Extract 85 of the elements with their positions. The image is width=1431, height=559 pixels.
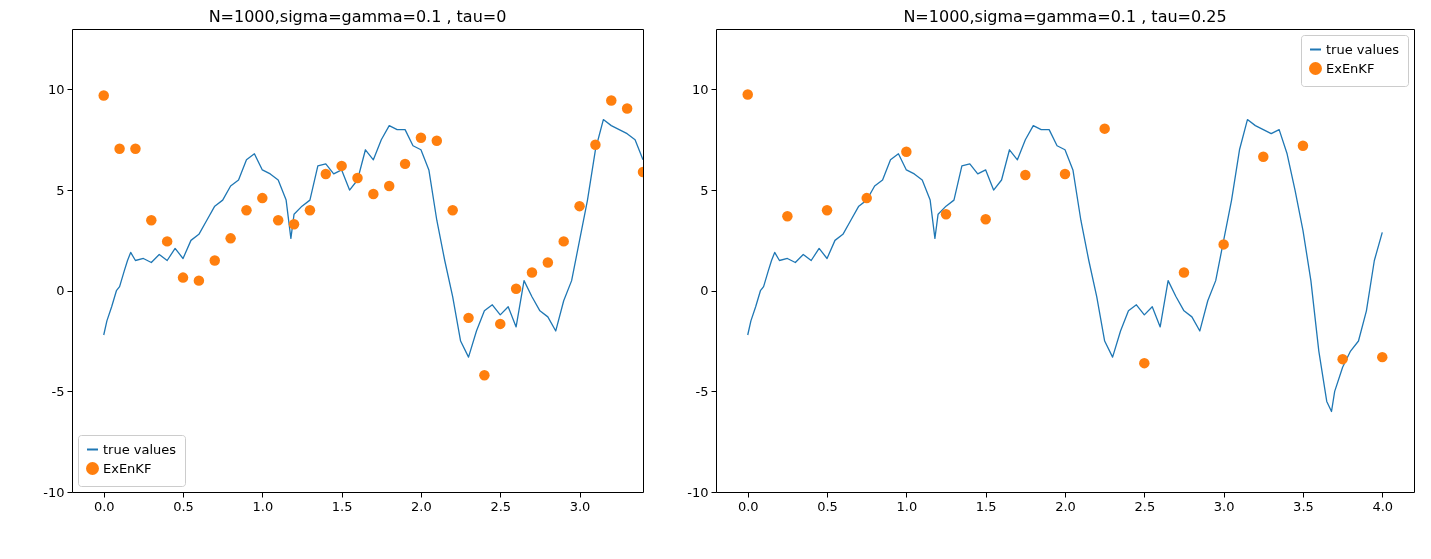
x-tick-label: 3.0 xyxy=(1213,498,1235,514)
y-tick-label: 10 xyxy=(47,81,65,97)
x-tick-label: 2.5 xyxy=(1134,498,1156,514)
y-tick-label: -10 xyxy=(43,484,65,500)
point xyxy=(574,200,585,212)
point xyxy=(288,219,300,230)
line-series xyxy=(747,118,1383,413)
point xyxy=(209,255,220,266)
y-tick-label: 5 xyxy=(56,182,65,198)
point xyxy=(304,204,316,216)
point xyxy=(861,192,872,204)
x-tick-label: 0.5 xyxy=(817,498,838,514)
point xyxy=(1337,353,1348,365)
x-tick-label: 1.5 xyxy=(975,498,997,514)
point xyxy=(336,160,347,172)
point xyxy=(146,215,157,226)
legend-label: true values xyxy=(1326,41,1400,57)
legend-label: ExEnKF xyxy=(1326,60,1375,76)
point xyxy=(177,272,189,283)
point xyxy=(606,95,617,106)
legend-label: ExEnKF xyxy=(103,460,152,476)
point xyxy=(621,103,633,114)
point xyxy=(1297,140,1309,151)
point xyxy=(383,180,395,192)
point xyxy=(399,158,411,170)
point xyxy=(193,275,205,286)
chart-title: N=1000,sigma=gamma=0.1 , tau=0.25 xyxy=(903,7,1227,26)
point xyxy=(526,267,538,278)
point xyxy=(1020,169,1031,181)
x-tick-label: 0.5 xyxy=(173,498,194,514)
point xyxy=(98,90,109,101)
point xyxy=(940,208,952,220)
point xyxy=(463,312,474,324)
point xyxy=(130,143,141,155)
legend-label: true values xyxy=(103,441,177,457)
x-tick-label: 3.5 xyxy=(1293,498,1314,514)
y-tick-label: 10 xyxy=(691,81,709,97)
point xyxy=(320,168,332,180)
chart-title: N=1000,sigma=gamma=0.1 , tau=0 xyxy=(208,7,507,26)
point xyxy=(901,146,912,158)
x-tick-label: 1.5 xyxy=(331,498,353,514)
point xyxy=(352,172,363,184)
point xyxy=(510,283,522,294)
point xyxy=(1377,351,1388,363)
y-tick-label: 0 xyxy=(56,283,65,299)
line-series xyxy=(103,118,643,358)
y-tick-label: -5 xyxy=(51,383,65,399)
x-tick-label: 2.5 xyxy=(490,498,512,514)
point xyxy=(272,215,284,226)
x-tick-label: 1.0 xyxy=(252,498,274,514)
point xyxy=(447,204,458,216)
point xyxy=(1099,123,1110,134)
x-tick-label: 0.0 xyxy=(737,498,759,514)
point xyxy=(590,139,601,150)
point xyxy=(479,370,490,381)
point xyxy=(542,257,554,268)
point xyxy=(782,210,793,222)
point xyxy=(1218,239,1229,250)
point xyxy=(225,233,236,244)
point xyxy=(1059,168,1071,180)
point xyxy=(495,318,506,330)
x-tick-label: 4.0 xyxy=(1372,498,1394,514)
point xyxy=(431,135,443,146)
point xyxy=(980,214,991,225)
point xyxy=(1178,267,1190,278)
point xyxy=(821,204,833,216)
point xyxy=(1258,151,1269,163)
x-tick-label: 1.0 xyxy=(896,498,918,514)
y-tick-label: 5 xyxy=(700,182,709,198)
point xyxy=(257,192,268,204)
point xyxy=(241,204,252,216)
point xyxy=(415,132,427,143)
x-tick-label: 2.0 xyxy=(411,498,432,514)
point xyxy=(558,236,569,247)
x-tick-label: 2.0 xyxy=(1055,498,1076,514)
y-tick-label: -5 xyxy=(695,383,709,399)
x-tick-label: 0.0 xyxy=(93,498,115,514)
point xyxy=(742,89,753,100)
point xyxy=(1139,357,1150,369)
y-tick-label: 0 xyxy=(700,283,709,299)
point xyxy=(161,236,173,247)
point xyxy=(114,143,125,155)
x-tick-label: 3.0 xyxy=(569,498,591,514)
point xyxy=(368,188,379,200)
y-tick-label: -10 xyxy=(687,484,709,500)
